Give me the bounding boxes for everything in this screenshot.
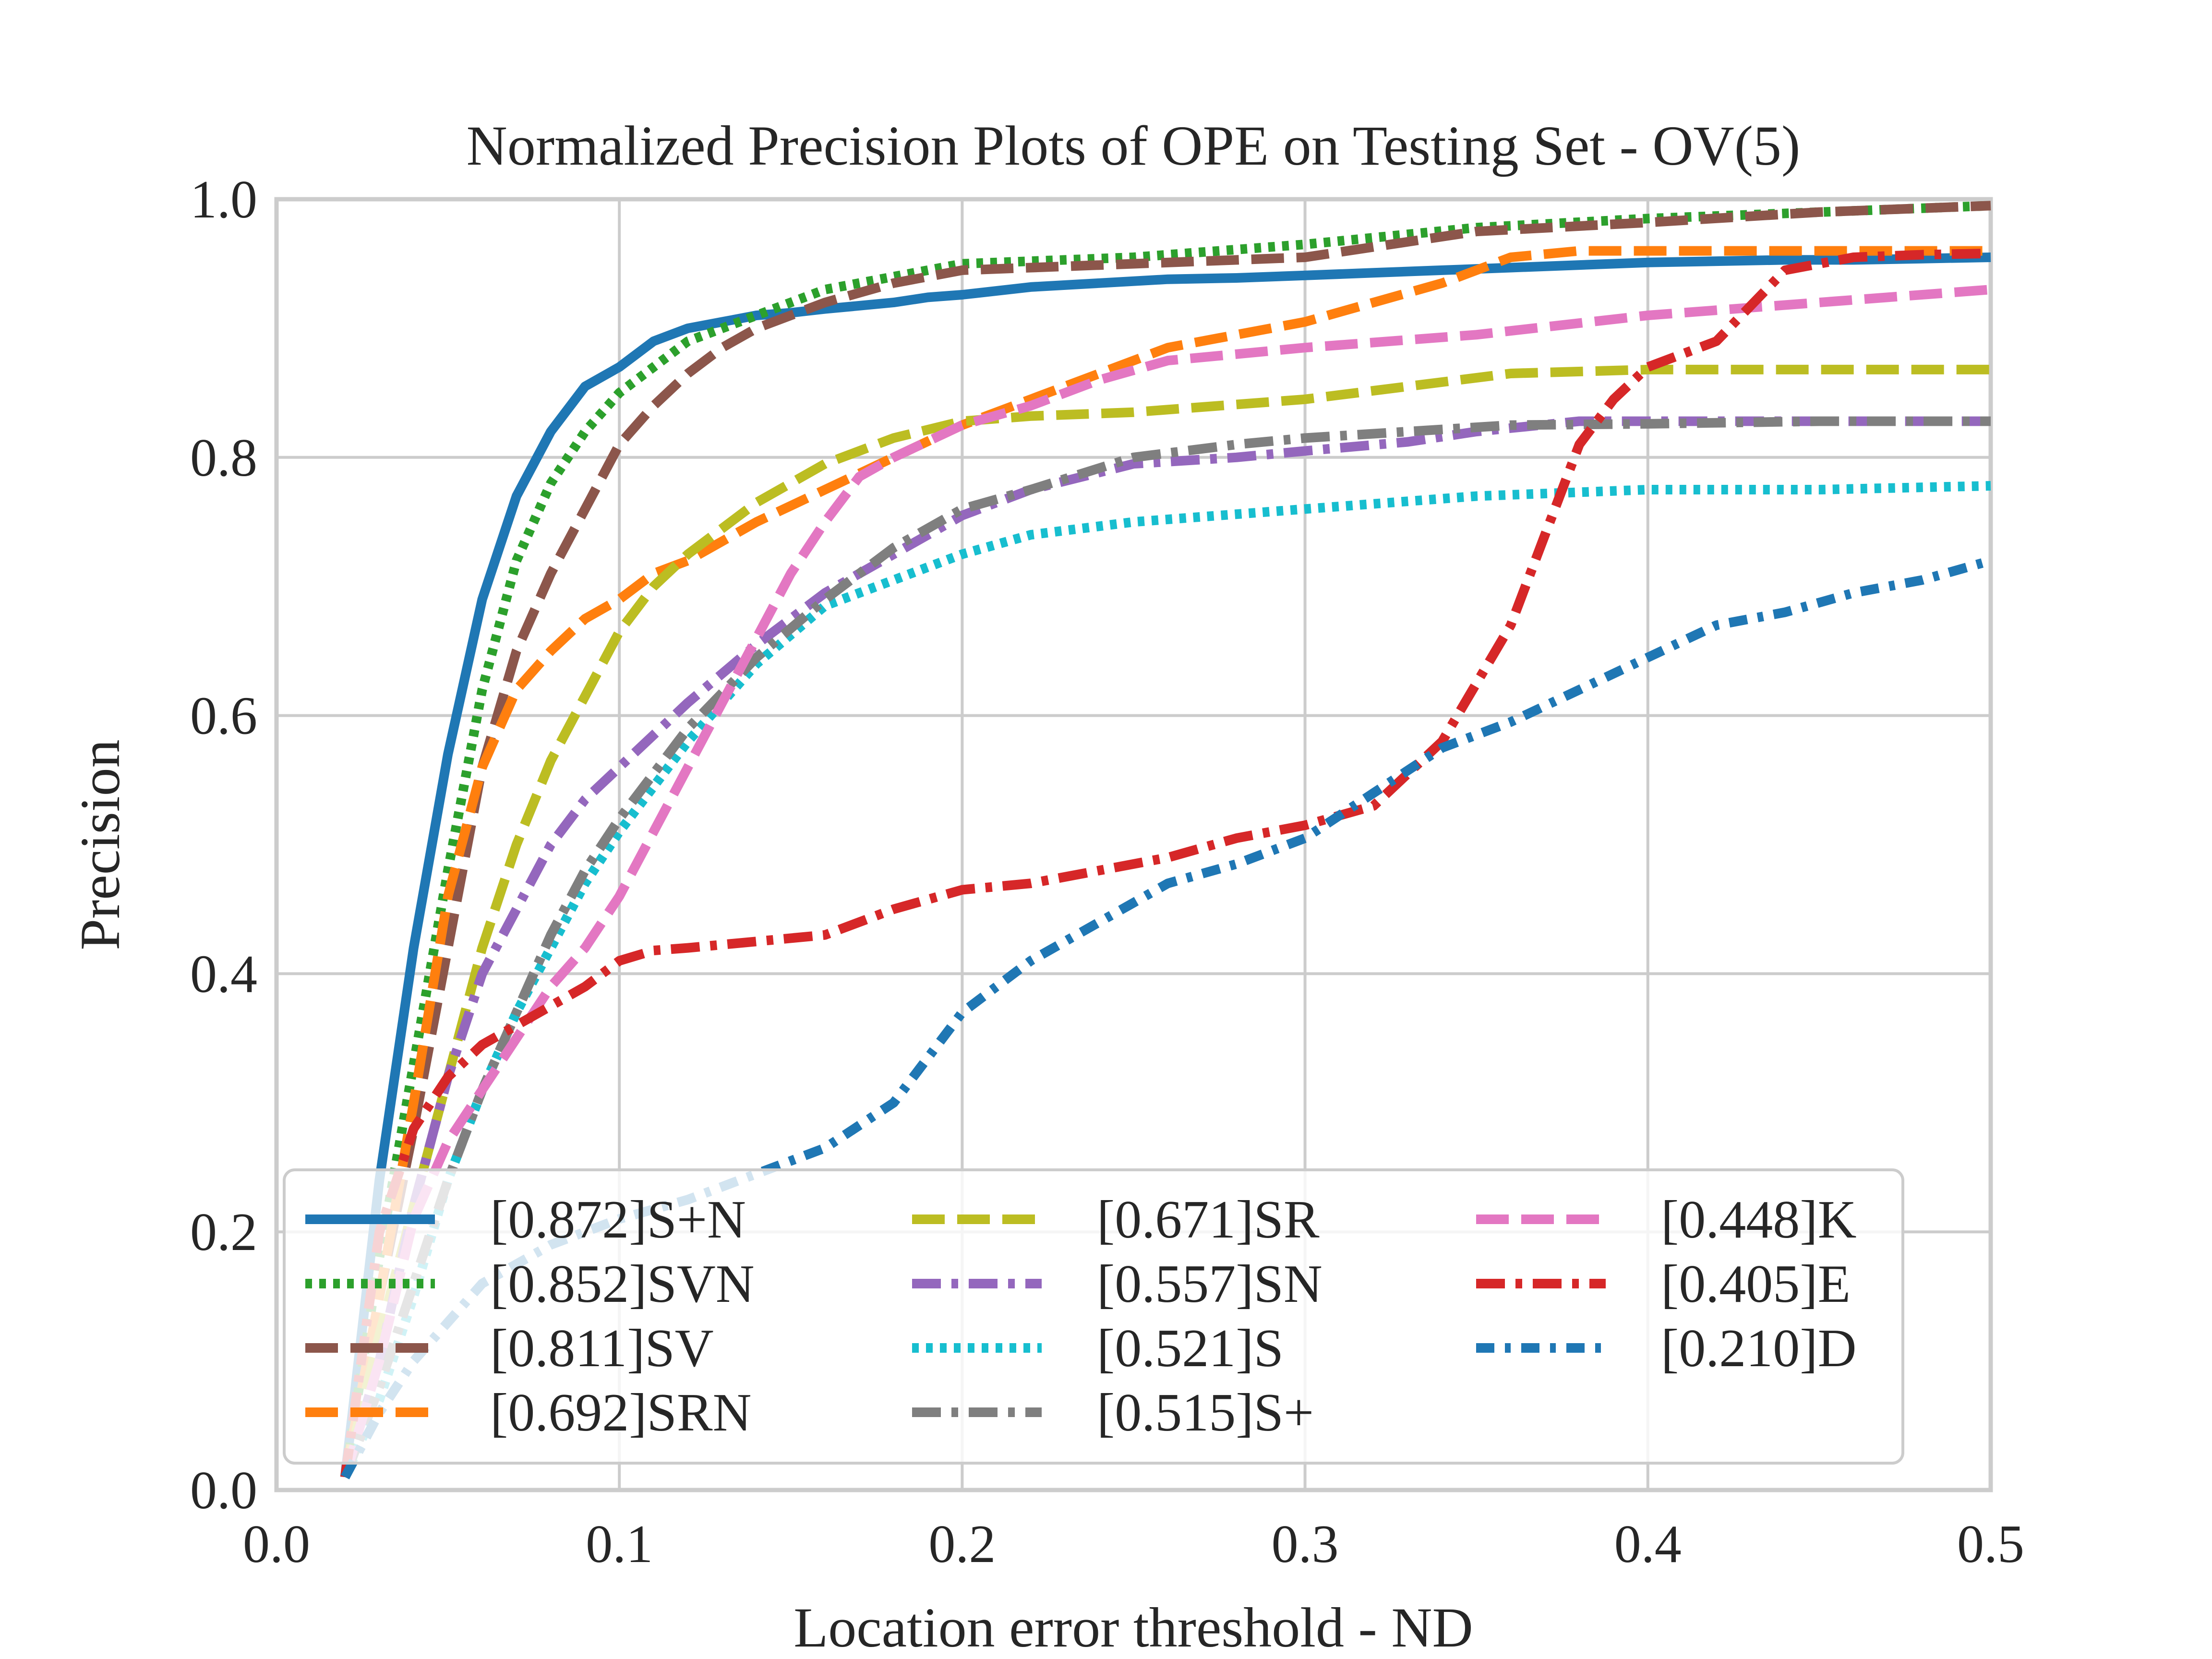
legend-entry-label: [0.515]S+ (1097, 1383, 1314, 1443)
series-line-3 (340, 201, 1991, 1478)
legend-entry-label: [0.210]D (1661, 1319, 1856, 1378)
x-tick-label: 0.4 (1614, 1515, 1682, 1574)
series-line-8 (340, 416, 1991, 1479)
y-axis-label: Precision (69, 739, 132, 950)
x-tick-label: 0.3 (1272, 1515, 1339, 1574)
series-line-1 (340, 252, 1991, 1478)
series-lines (340, 201, 1992, 1479)
series-line-10 (340, 248, 1991, 1478)
legend-entry-label: [0.692]SRN (490, 1383, 751, 1443)
y-tick-label: 0.6 (190, 686, 257, 746)
chart-title: Normalized Precision Plots of OPE on Tes… (467, 114, 1801, 177)
x-tick-label: 0.1 (586, 1515, 653, 1574)
legend-box (283, 1168, 1904, 1465)
legend-entry-label: [0.557]SN (1097, 1254, 1322, 1314)
legend-entry-label: [0.671]SR (1097, 1190, 1320, 1250)
x-tick-label: 0.5 (1957, 1515, 2024, 1574)
axes-frame (274, 197, 1993, 1492)
x-axis-label: Location error threshold - ND (793, 1596, 1473, 1659)
x-tick-label: 0.0 (243, 1515, 310, 1574)
y-tick-label: 0.2 (190, 1202, 257, 1262)
series-line-9 (340, 285, 1991, 1479)
series-line-11 (340, 556, 1992, 1479)
legend-entry-label: [0.448]K (1661, 1190, 1856, 1250)
legend-entry-label: [0.811]SV (490, 1319, 714, 1378)
y-tick-label: 0.8 (190, 428, 257, 488)
y-tick-label: 0.4 (190, 944, 257, 1004)
series-line-2 (340, 201, 1991, 1478)
tick-labels: 0.0 0.1 0.2 0.3 0.4 0.5 0.0 0.2 0.4 0.6 0.8 1.0 (190, 170, 2024, 1574)
series-line-5 (340, 364, 1991, 1479)
x-tick-label: 0.2 (928, 1515, 996, 1574)
legend-entry-label: [0.521]S (1097, 1319, 1284, 1378)
legend-entry-label: [0.872]S+N (490, 1190, 746, 1250)
legend-entry-label: [0.405]E (1661, 1254, 1851, 1314)
y-tick-label: 1.0 (190, 170, 257, 229)
legend-entry-label: [0.852]SVN (490, 1254, 755, 1314)
y-tick-label: 0.0 (190, 1461, 257, 1520)
series-line-4 (340, 246, 1991, 1478)
legend: [0.872]S+N[0.852]SVN[0.811]SV[0.692]SRN [… (283, 1168, 1904, 1465)
